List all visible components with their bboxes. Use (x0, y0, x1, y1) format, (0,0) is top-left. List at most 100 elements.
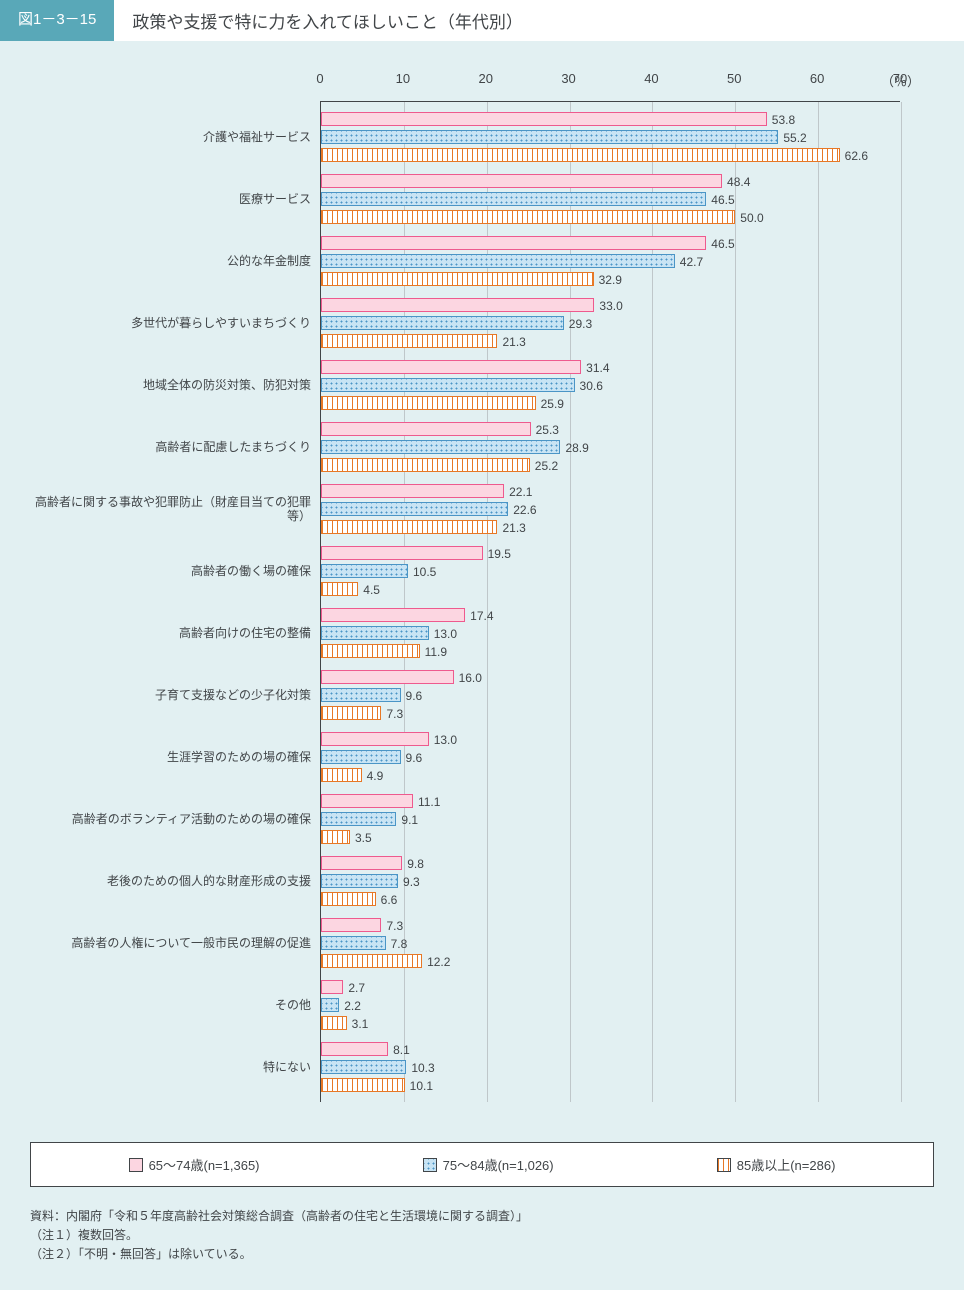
bar: 32.9 (321, 272, 594, 286)
value-label: 31.4 (586, 361, 609, 375)
bar-row: 53.8 (321, 110, 900, 128)
bar-row: 介護や福祉サービス55.2 (321, 128, 900, 146)
bar-row: 高齢者に関する事故や犯罪防止（財産目当ての犯罪等）22.6 (321, 500, 900, 518)
value-label: 10.1 (410, 1079, 433, 1093)
value-label: 21.3 (502, 521, 525, 535)
bar: 6.6 (321, 892, 376, 906)
value-label: 19.5 (488, 547, 511, 561)
bar: 3.5 (321, 830, 350, 844)
bar-row: 13.0 (321, 730, 900, 748)
value-label: 13.0 (434, 733, 457, 747)
bar: 25.2 (321, 458, 530, 472)
x-tick: 40 (644, 71, 658, 86)
bar: 53.8 (321, 112, 767, 126)
bar: 46.5 (321, 192, 706, 206)
bar: 9.6 (321, 750, 401, 764)
bar-row: 高齢者向けの住宅の整備13.0 (321, 624, 900, 642)
legend-label: 75～84歳(n=1,026) (443, 1155, 554, 1174)
bar-row: 6.6 (321, 890, 900, 908)
bar-row: 4.9 (321, 766, 900, 784)
value-label: 11.1 (418, 795, 440, 809)
value-label: 55.2 (783, 131, 806, 145)
bar-row: 多世代が暮らしやすいまちづくり29.3 (321, 314, 900, 332)
bar: 48.4 (321, 174, 722, 188)
bar: 9.6 (321, 688, 401, 702)
value-label: 25.2 (535, 459, 558, 473)
value-label: 50.0 (740, 211, 763, 225)
value-label: 48.4 (727, 175, 750, 189)
chart-container: 図1－3－15 政策や支援で特に力を入れてほしいこと（年代別） （％） 0102… (0, 0, 964, 1290)
value-label: 10.3 (411, 1061, 434, 1075)
bar: 42.7 (321, 254, 675, 268)
value-label: 6.6 (381, 893, 398, 907)
bar: 21.3 (321, 334, 497, 348)
bar: 7.8 (321, 936, 386, 950)
value-label: 7.8 (391, 937, 408, 951)
bar-row: 8.1 (321, 1040, 900, 1058)
legend-label: 85歳以上(n=286) (737, 1155, 836, 1174)
bar-row: 3.1 (321, 1014, 900, 1032)
bar-row: 62.6 (321, 146, 900, 164)
bar: 2.2 (321, 998, 339, 1012)
bar: 28.9 (321, 440, 560, 454)
value-label: 12.2 (427, 955, 450, 969)
category-label: 高齢者の人権について一般市民の理解の促進 (31, 936, 311, 950)
bar-row: 25.9 (321, 394, 900, 412)
gridline (901, 102, 902, 1102)
legend-item: 65～74歳(n=1,365) (129, 1155, 260, 1174)
category-label: 生涯学習のための場の確保 (31, 750, 311, 764)
bar: 33.0 (321, 298, 594, 312)
bar: 25.9 (321, 396, 536, 410)
bar-row: 高齢者の人権について一般市民の理解の促進7.8 (321, 934, 900, 952)
category-label: 特にない (31, 1060, 311, 1074)
bar: 16.0 (321, 670, 454, 684)
value-label: 21.3 (502, 335, 525, 349)
bar: 50.0 (321, 210, 735, 224)
bar: 25.3 (321, 422, 531, 436)
value-label: 2.7 (348, 981, 365, 995)
category-label: 高齢者のボランティア活動のための場の確保 (31, 812, 311, 826)
bar: 31.4 (321, 360, 581, 374)
value-label: 9.6 (406, 689, 423, 703)
value-label: 32.9 (599, 273, 622, 287)
bar: 29.3 (321, 316, 564, 330)
bar-row: 医療サービス46.5 (321, 190, 900, 208)
x-tick: 20 (478, 71, 492, 86)
value-label: 7.3 (386, 707, 403, 721)
bar-row: 高齢者のボランティア活動のための場の確保9.1 (321, 810, 900, 828)
category-label: 高齢者に配慮したまちづくり (31, 440, 311, 454)
value-label: 42.7 (680, 255, 703, 269)
bar: 11.9 (321, 644, 420, 658)
category-label: 高齢者向けの住宅の整備 (31, 626, 311, 640)
value-label: 30.6 (580, 379, 603, 393)
category-label: その他 (31, 998, 311, 1012)
bar-row: 3.5 (321, 828, 900, 846)
chart-title: 政策や支援で特に力を入れてほしいこと（年代別） (114, 0, 964, 41)
category-label: 老後のための個人的な財産形成の支援 (31, 874, 311, 888)
bar-row: 21.3 (321, 332, 900, 350)
bar: 12.2 (321, 954, 422, 968)
bar-row: 公的な年金制度42.7 (321, 252, 900, 270)
bar-row: 46.5 (321, 234, 900, 252)
bar-row: 生涯学習のための場の確保9.6 (321, 748, 900, 766)
value-label: 7.3 (386, 919, 403, 933)
bar-row: 16.0 (321, 668, 900, 686)
value-label: 22.1 (509, 485, 532, 499)
value-label: 4.9 (367, 769, 384, 783)
value-label: 29.3 (569, 317, 592, 331)
category-label: 子育て支援などの少子化対策 (31, 688, 311, 702)
value-label: 28.9 (565, 441, 588, 455)
bar: 10.3 (321, 1060, 406, 1074)
figure-number: 図1－3－15 (0, 0, 114, 41)
bar-row: 21.3 (321, 518, 900, 536)
bar-row: 48.4 (321, 172, 900, 190)
bar-row: 4.5 (321, 580, 900, 598)
category-label: 高齢者に関する事故や犯罪防止（財産目当ての犯罪等） (31, 495, 311, 524)
plot-area: 53.8介護や福祉サービス55.262.648.4医療サービス46.550.04… (320, 101, 900, 1102)
category-label: 医療サービス (31, 192, 311, 206)
bar-row: その他2.2 (321, 996, 900, 1014)
category-label: 多世代が暮らしやすいまちづくり (31, 316, 311, 330)
value-label: 2.2 (344, 999, 361, 1013)
legend-swatch (129, 1158, 143, 1172)
bar-row: 高齢者に配慮したまちづくり28.9 (321, 438, 900, 456)
